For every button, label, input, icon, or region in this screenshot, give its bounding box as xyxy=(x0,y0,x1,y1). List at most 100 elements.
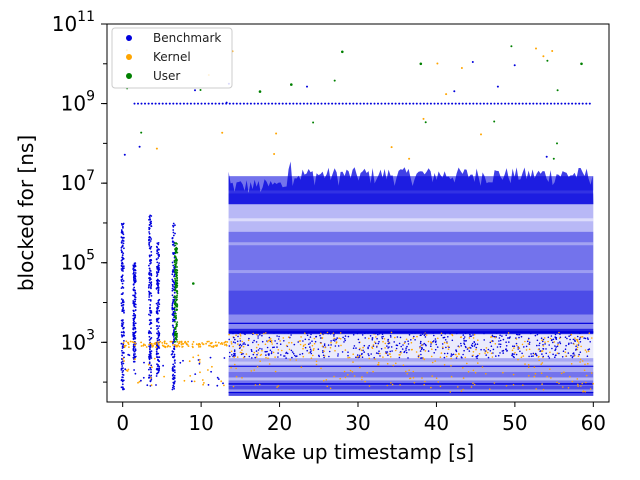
benchmark-early-point xyxy=(176,279,179,282)
benchmark-point xyxy=(552,341,554,344)
kernel-early-point xyxy=(163,340,166,343)
benchmark-point xyxy=(547,336,550,339)
benchmark-point xyxy=(315,336,317,338)
early-low-point xyxy=(207,384,210,386)
timer-line-point xyxy=(560,102,563,105)
benchmark-point xyxy=(530,355,533,358)
benchmark-early-point xyxy=(172,231,175,234)
benchmark-point xyxy=(242,345,245,348)
benchmark-point xyxy=(542,338,545,341)
benchmark-point xyxy=(470,335,473,338)
benchmark-early-point xyxy=(174,285,177,288)
benchmark-point xyxy=(391,350,393,352)
benchmark-point xyxy=(506,350,508,352)
kernel-point xyxy=(584,391,586,393)
benchmark-point xyxy=(230,341,233,343)
outlier-point xyxy=(123,153,126,156)
timer-line-point xyxy=(578,102,581,105)
benchmark-point xyxy=(430,345,432,348)
benchmark-early-point xyxy=(133,295,136,298)
benchmark-point xyxy=(232,355,234,358)
benchmark-early-point xyxy=(174,224,176,227)
benchmark-point xyxy=(322,354,325,357)
kernel-early-point xyxy=(176,340,179,343)
kernel-point xyxy=(477,339,479,342)
kernel-point xyxy=(325,379,328,381)
benchmark-early-point xyxy=(121,354,123,357)
benchmark-point xyxy=(525,345,528,348)
kernel-point xyxy=(541,362,544,364)
kernel-point xyxy=(462,367,464,369)
benchmark-point xyxy=(381,337,384,340)
timer-line-point xyxy=(398,102,401,105)
user-outlier-point xyxy=(174,249,178,253)
benchmark-point xyxy=(393,341,396,343)
timer-line-point xyxy=(299,102,302,105)
early-low-point xyxy=(142,376,145,379)
benchmark-early-point xyxy=(172,342,174,344)
benchmark-point xyxy=(388,346,390,348)
kernel-point xyxy=(421,377,423,379)
timer-line-point xyxy=(278,102,281,105)
benchmark-point xyxy=(558,331,560,334)
benchmark-point xyxy=(455,349,457,352)
benchmark-early-point xyxy=(174,244,177,247)
benchmark-streak-1 xyxy=(228,218,594,222)
benchmark-point xyxy=(490,336,492,338)
kernel-point xyxy=(405,338,408,341)
benchmark-point xyxy=(586,355,589,358)
benchmark-early-point xyxy=(175,271,178,273)
kernel-point xyxy=(477,362,479,364)
kernel-early-point xyxy=(123,345,126,347)
benchmark-early-point xyxy=(171,289,174,292)
benchmark-point xyxy=(550,335,553,337)
benchmark-point xyxy=(295,355,297,358)
benchmark-point xyxy=(339,332,342,334)
benchmark-point xyxy=(378,350,380,353)
benchmark-early-point xyxy=(150,220,153,223)
benchmark-point xyxy=(228,355,231,358)
benchmark-point xyxy=(277,349,280,351)
benchmark-point xyxy=(477,354,479,357)
benchmark-early-point xyxy=(176,336,178,338)
benchmark-point xyxy=(318,354,320,357)
benchmark-early-point xyxy=(148,290,150,293)
benchmark-early-point xyxy=(148,242,151,244)
benchmark-point xyxy=(502,349,505,352)
timer-line-point xyxy=(557,102,559,105)
benchmark-early-point xyxy=(148,264,150,267)
kernel-point xyxy=(443,341,446,344)
kernel-point xyxy=(455,353,457,356)
benchmark-early-point xyxy=(122,331,125,334)
kernel-early-point xyxy=(172,344,174,346)
benchmark-early-point xyxy=(121,349,123,352)
benchmark-point xyxy=(432,332,435,334)
early-low-point xyxy=(134,372,137,375)
benchmark-point xyxy=(515,342,518,345)
benchmark-point xyxy=(558,337,561,340)
benchmark-point xyxy=(463,343,466,346)
benchmark-early-point xyxy=(122,265,125,268)
benchmark-point xyxy=(441,343,444,345)
kernel-early-point xyxy=(159,340,162,343)
benchmark-early-point xyxy=(134,279,137,281)
benchmark-line-3 xyxy=(228,383,594,385)
kernel-point xyxy=(412,370,415,373)
kernel-early-point xyxy=(174,344,176,347)
benchmark-early-point xyxy=(157,243,160,246)
kernel-point xyxy=(257,352,259,354)
timer-line-point xyxy=(327,102,330,105)
kernel-early-point xyxy=(180,340,183,343)
kernel-point xyxy=(241,340,244,343)
benchmark-point xyxy=(433,352,436,354)
kernel-point xyxy=(556,381,558,384)
kernel-point xyxy=(502,371,504,374)
benchmark-point xyxy=(280,354,282,356)
kernel-point xyxy=(527,366,530,369)
benchmark-point xyxy=(291,356,293,359)
kernel-point xyxy=(230,366,232,369)
timer-line-point xyxy=(567,102,570,105)
benchmark-point xyxy=(335,338,338,341)
benchmark-point xyxy=(291,351,294,353)
benchmark-point xyxy=(336,337,339,339)
